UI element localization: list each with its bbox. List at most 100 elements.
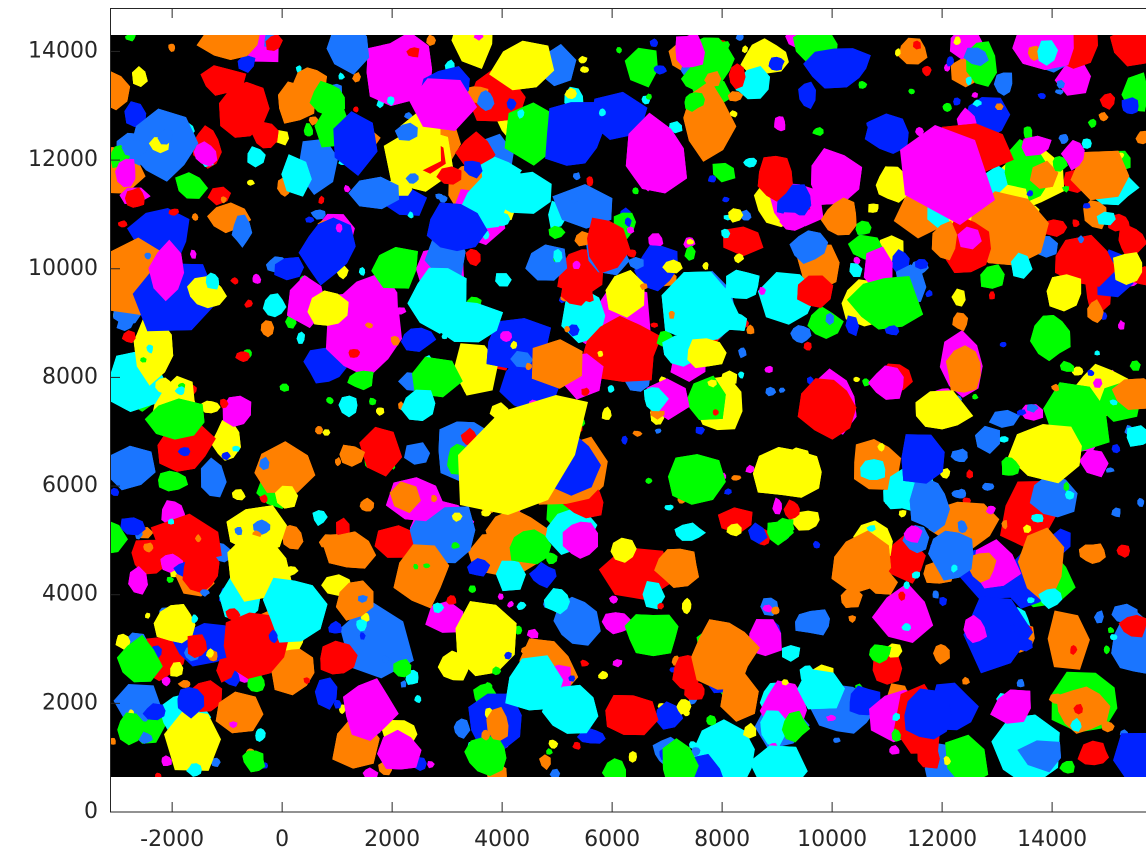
grain bbox=[174, 386, 185, 395]
grain bbox=[390, 335, 400, 346]
grain bbox=[988, 291, 995, 300]
grain bbox=[968, 552, 997, 583]
grain bbox=[627, 257, 644, 270]
grain bbox=[957, 520, 968, 533]
grain bbox=[624, 614, 679, 657]
grain bbox=[486, 706, 509, 741]
grain bbox=[1072, 219, 1080, 227]
grain bbox=[484, 682, 493, 691]
grain bbox=[950, 448, 968, 462]
grain bbox=[455, 601, 517, 677]
y-tick-label: 14000 bbox=[28, 38, 98, 63]
grain bbox=[497, 212, 511, 226]
grain bbox=[1054, 89, 1064, 95]
grain bbox=[1081, 138, 1092, 149]
grain bbox=[868, 203, 879, 213]
grain bbox=[110, 487, 120, 496]
grain bbox=[866, 525, 876, 532]
grain bbox=[580, 66, 589, 73]
grain bbox=[451, 35, 493, 69]
grain bbox=[1078, 543, 1106, 564]
grain bbox=[1010, 252, 1033, 279]
grain bbox=[662, 259, 683, 274]
grain bbox=[222, 395, 252, 427]
grain bbox=[549, 768, 561, 777]
grain bbox=[942, 102, 952, 112]
grain bbox=[423, 563, 431, 569]
grain bbox=[168, 43, 176, 52]
grain bbox=[749, 745, 808, 777]
grain bbox=[803, 48, 871, 89]
grain bbox=[1046, 274, 1082, 312]
grain bbox=[201, 400, 221, 414]
x-tick-label: 14000 bbox=[1017, 827, 1087, 852]
grain bbox=[110, 445, 156, 491]
grain bbox=[795, 609, 830, 636]
grain bbox=[1027, 45, 1041, 61]
grain bbox=[505, 655, 564, 711]
grain bbox=[654, 548, 699, 588]
grain bbox=[1021, 135, 1052, 157]
grain bbox=[252, 273, 262, 284]
grain bbox=[1121, 97, 1139, 115]
grain bbox=[246, 179, 255, 186]
grain bbox=[161, 676, 171, 687]
grain bbox=[687, 338, 727, 369]
grain bbox=[685, 375, 726, 420]
grain bbox=[655, 701, 684, 730]
grain bbox=[601, 357, 613, 366]
grain bbox=[220, 196, 227, 204]
grain bbox=[497, 593, 504, 600]
grain bbox=[1009, 624, 1017, 633]
grain bbox=[901, 434, 945, 484]
grain bbox=[668, 311, 675, 319]
grain bbox=[668, 121, 683, 134]
grain bbox=[922, 65, 932, 77]
grain bbox=[389, 481, 421, 514]
grain bbox=[303, 123, 313, 137]
grain bbox=[601, 406, 612, 420]
grain bbox=[781, 679, 789, 686]
grain bbox=[601, 612, 632, 635]
grain bbox=[860, 459, 886, 480]
grain bbox=[1052, 156, 1068, 172]
grain bbox=[1111, 378, 1146, 410]
grain bbox=[353, 106, 359, 113]
grain bbox=[407, 211, 414, 219]
grain bbox=[1031, 513, 1044, 523]
grain bbox=[702, 262, 709, 270]
grain bbox=[1001, 456, 1020, 476]
grain bbox=[121, 140, 150, 158]
grain bbox=[120, 517, 146, 536]
grain bbox=[903, 525, 923, 543]
grain bbox=[281, 154, 312, 197]
grain bbox=[972, 99, 982, 107]
grain bbox=[560, 275, 594, 306]
grain bbox=[362, 767, 379, 777]
grain bbox=[898, 510, 907, 518]
grain bbox=[451, 512, 463, 522]
grain bbox=[259, 456, 270, 471]
grain bbox=[1113, 252, 1143, 285]
grain bbox=[982, 482, 995, 491]
grain bbox=[1077, 740, 1110, 766]
grain bbox=[128, 566, 148, 595]
grain bbox=[1023, 126, 1033, 141]
x-tick-label: 0 bbox=[275, 827, 289, 852]
grain bbox=[296, 331, 305, 344]
grain bbox=[572, 172, 581, 181]
grain bbox=[358, 267, 366, 276]
grain bbox=[158, 470, 188, 492]
grain bbox=[1059, 360, 1075, 372]
grain bbox=[917, 739, 940, 769]
grain bbox=[901, 623, 911, 631]
grain bbox=[531, 339, 583, 389]
grain bbox=[771, 606, 780, 615]
grain bbox=[175, 172, 208, 199]
grain bbox=[848, 615, 857, 623]
y-tick-label: 2000 bbox=[42, 690, 98, 715]
grain bbox=[752, 447, 822, 498]
grain bbox=[605, 695, 659, 736]
grain bbox=[985, 505, 996, 515]
grain bbox=[1037, 93, 1046, 99]
